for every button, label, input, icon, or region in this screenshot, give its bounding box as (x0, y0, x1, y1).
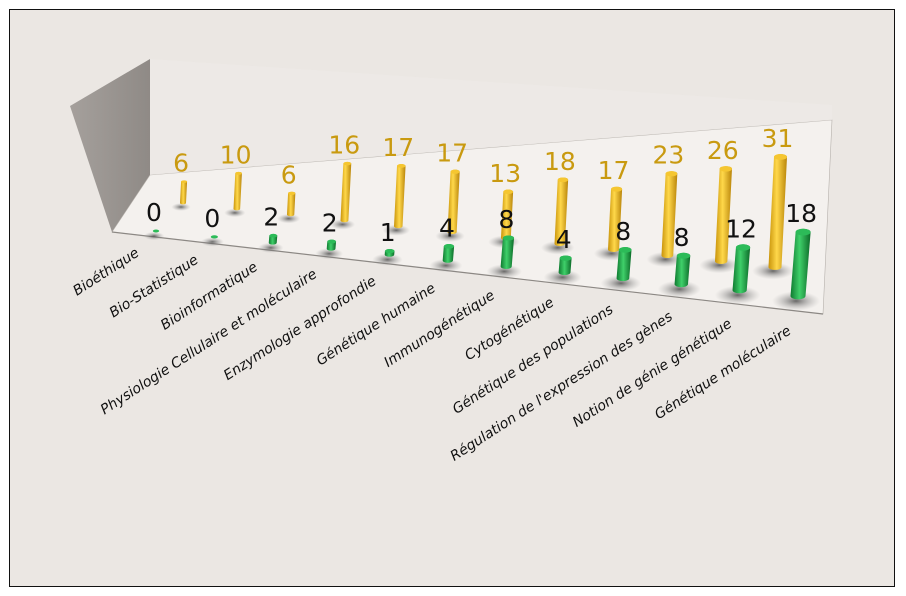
chart-floor-front-edge (111, 231, 824, 315)
bar-yellow (180, 180, 188, 205)
chart-frame: 6 10 6 16 17 17 13 18 17 23 26 31 0 0 2 2 1 4 8 4 8 8 12 18 Bio… (9, 9, 895, 587)
bar-shadow (699, 257, 739, 274)
bar-shadow (435, 230, 465, 243)
value-label-green: 0 (204, 204, 220, 233)
bar-shadow (543, 269, 582, 286)
bar-yellow (287, 191, 296, 217)
bar-yellow (554, 177, 569, 247)
value-label-green: 8 (615, 217, 631, 246)
bar-green (616, 247, 632, 282)
value-label-green: 2 (263, 203, 279, 232)
bar-shadow (714, 285, 761, 305)
bar-shadow (200, 237, 224, 247)
value-label-yellow: 13 (489, 159, 521, 188)
bar-green (268, 233, 278, 245)
bar-shadow (224, 208, 246, 218)
category-label: Génétique moléculaire (652, 323, 794, 423)
value-labels: 6 10 6 16 17 17 13 18 17 23 26 31 0 0 2 2 1 4 8 4 8 8 12 18 (146, 124, 817, 254)
bar-shadow (541, 240, 575, 255)
bar-shadow (277, 213, 301, 224)
value-label-green: 1 (380, 218, 396, 247)
value-label-yellow: 17 (436, 139, 468, 168)
bar-green (732, 244, 751, 294)
bar-shadow (329, 219, 356, 230)
bar-shadow (257, 242, 284, 253)
bar-green (442, 244, 455, 263)
floor-shadows (143, 203, 820, 311)
bar-shadow (486, 264, 522, 279)
value-label-green: 12 (725, 214, 757, 243)
value-label-green: 18 (785, 199, 817, 228)
bar-shadow (600, 275, 642, 292)
value-label-yellow: 31 (762, 124, 794, 153)
value-label-yellow: 17 (598, 156, 630, 185)
bar-shadow (372, 253, 403, 266)
value-label-yellow: 18 (544, 147, 576, 176)
bar-green (558, 255, 572, 276)
chart-back-wall (70, 59, 150, 232)
bar-green (500, 235, 514, 269)
value-label-yellow: 6 (281, 160, 297, 189)
bar-shadow (382, 224, 410, 236)
bar-yellow (661, 171, 678, 259)
bar-green (790, 228, 811, 300)
value-label-green: 4 (556, 225, 572, 254)
value-label-green: 8 (499, 205, 515, 234)
bar-yellow (340, 161, 352, 223)
chart-bars (152, 154, 811, 300)
bar-green (326, 239, 337, 251)
bar-yellow (501, 189, 514, 241)
bar-green (384, 248, 395, 257)
category-label: Génétique humaine (314, 280, 439, 369)
bar-green (152, 229, 160, 233)
bar-yellow (768, 154, 788, 270)
bar-yellow (608, 186, 623, 253)
bar-shadow (143, 231, 165, 241)
bar-yellow (394, 163, 406, 229)
bar-shadow (752, 262, 794, 280)
value-label-yellow: 6 (173, 149, 189, 178)
value-label-green: 4 (439, 213, 455, 242)
value-label-yellow: 26 (707, 136, 739, 165)
bar-shadow (429, 258, 463, 273)
bar-green (210, 235, 218, 239)
bar-yellow (715, 166, 732, 264)
value-label-yellow: 10 (220, 140, 252, 169)
value-label-yellow: 17 (382, 133, 414, 162)
value-label-yellow: 16 (328, 131, 360, 160)
value-label-green: 2 (322, 209, 338, 238)
bar-yellow (233, 171, 242, 211)
value-label-green: 8 (674, 223, 690, 252)
bar-shadow (315, 248, 344, 260)
bar-shadow (657, 280, 701, 298)
value-label-yellow: 23 (653, 141, 685, 170)
bar-yellow (447, 169, 460, 235)
chart-floor-back-edge (150, 59, 832, 175)
bar-shadow (772, 291, 820, 311)
value-label-green: 0 (146, 198, 162, 227)
bar-shadow (646, 251, 685, 267)
bar-green (674, 252, 691, 288)
bar-shadow (171, 203, 191, 211)
